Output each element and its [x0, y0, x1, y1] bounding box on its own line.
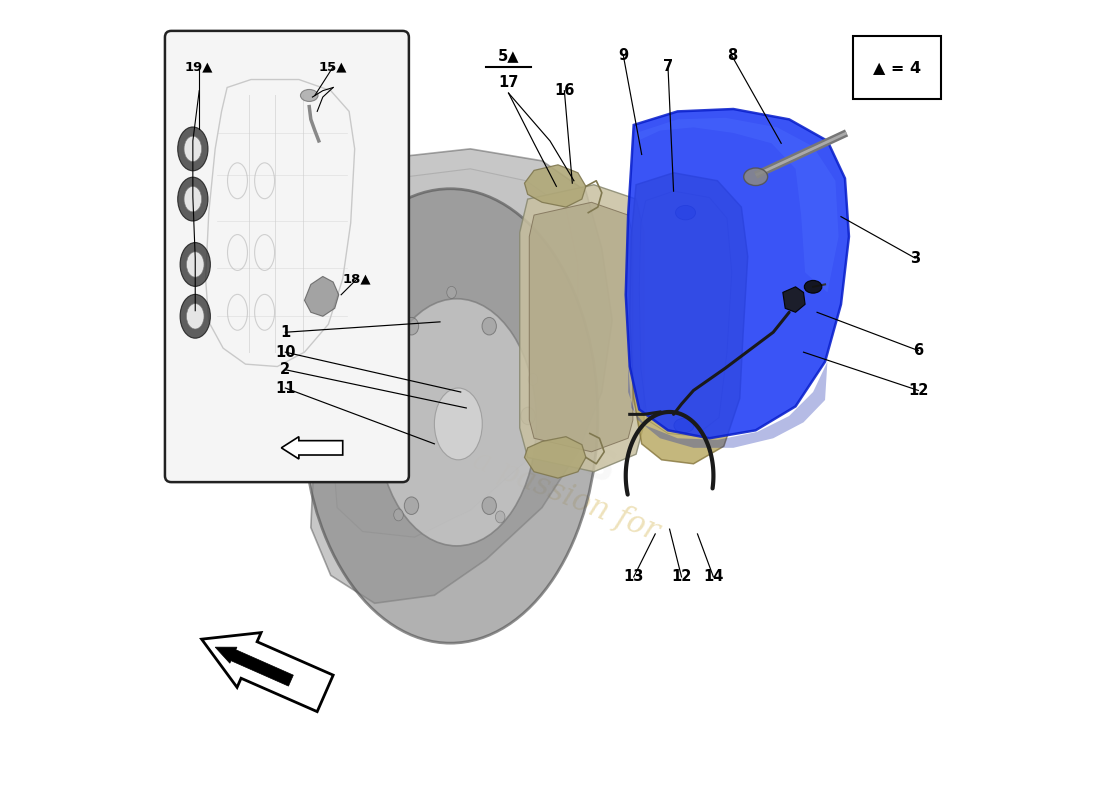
- Polygon shape: [628, 362, 827, 448]
- Text: 6: 6: [913, 343, 923, 358]
- Text: 9: 9: [618, 48, 628, 63]
- Text: a passion for: a passion for: [469, 444, 663, 547]
- Ellipse shape: [434, 388, 482, 460]
- Ellipse shape: [178, 177, 208, 221]
- Text: 14: 14: [703, 570, 724, 585]
- Ellipse shape: [675, 206, 695, 220]
- Polygon shape: [333, 169, 578, 537]
- Text: 15▲: 15▲: [319, 60, 348, 74]
- Text: 3: 3: [910, 250, 921, 266]
- Ellipse shape: [184, 136, 201, 162]
- FancyArrow shape: [216, 647, 294, 686]
- Polygon shape: [525, 165, 586, 207]
- Ellipse shape: [482, 318, 496, 335]
- Text: 8: 8: [727, 48, 737, 63]
- Text: 5▲: 5▲: [498, 48, 519, 63]
- Polygon shape: [629, 173, 748, 464]
- Ellipse shape: [405, 497, 419, 514]
- FancyArrow shape: [282, 437, 343, 459]
- Ellipse shape: [394, 509, 404, 521]
- Text: 12: 12: [909, 383, 928, 398]
- Ellipse shape: [184, 186, 201, 212]
- Ellipse shape: [521, 407, 536, 425]
- Ellipse shape: [302, 189, 597, 643]
- Ellipse shape: [365, 407, 380, 425]
- Text: 13: 13: [624, 570, 644, 585]
- Ellipse shape: [364, 370, 373, 382]
- Text: 12: 12: [671, 570, 692, 585]
- Ellipse shape: [180, 294, 210, 338]
- Text: ▲ = 4: ▲ = 4: [872, 60, 921, 75]
- Text: 11: 11: [275, 381, 296, 395]
- FancyBboxPatch shape: [852, 36, 940, 99]
- Text: 19▲: 19▲: [185, 60, 213, 74]
- Ellipse shape: [300, 90, 318, 102]
- Ellipse shape: [178, 127, 208, 170]
- Ellipse shape: [495, 511, 505, 523]
- Ellipse shape: [482, 497, 496, 514]
- Ellipse shape: [180, 242, 210, 286]
- Text: 10: 10: [275, 345, 296, 360]
- Polygon shape: [311, 149, 613, 603]
- Ellipse shape: [405, 318, 419, 335]
- Polygon shape: [626, 109, 849, 438]
- Ellipse shape: [187, 252, 204, 277]
- Polygon shape: [525, 437, 586, 478]
- Ellipse shape: [187, 303, 204, 329]
- FancyBboxPatch shape: [165, 31, 409, 482]
- Polygon shape: [636, 118, 838, 292]
- Text: 2: 2: [280, 362, 290, 378]
- Text: 16: 16: [554, 83, 574, 98]
- Polygon shape: [529, 202, 632, 452]
- Ellipse shape: [674, 418, 694, 433]
- Polygon shape: [783, 286, 805, 312]
- Ellipse shape: [528, 374, 538, 386]
- Ellipse shape: [447, 286, 456, 298]
- FancyArrow shape: [201, 633, 333, 712]
- Polygon shape: [305, 277, 339, 316]
- Text: EUROSPARES: EUROSPARES: [319, 338, 622, 494]
- Polygon shape: [519, 185, 645, 472]
- Text: 1: 1: [280, 325, 290, 340]
- Text: 17: 17: [498, 75, 519, 90]
- Polygon shape: [639, 191, 732, 436]
- Ellipse shape: [744, 168, 768, 186]
- Text: 7: 7: [663, 59, 673, 74]
- Ellipse shape: [377, 298, 537, 546]
- Ellipse shape: [804, 281, 822, 293]
- Text: 18▲: 18▲: [343, 272, 372, 286]
